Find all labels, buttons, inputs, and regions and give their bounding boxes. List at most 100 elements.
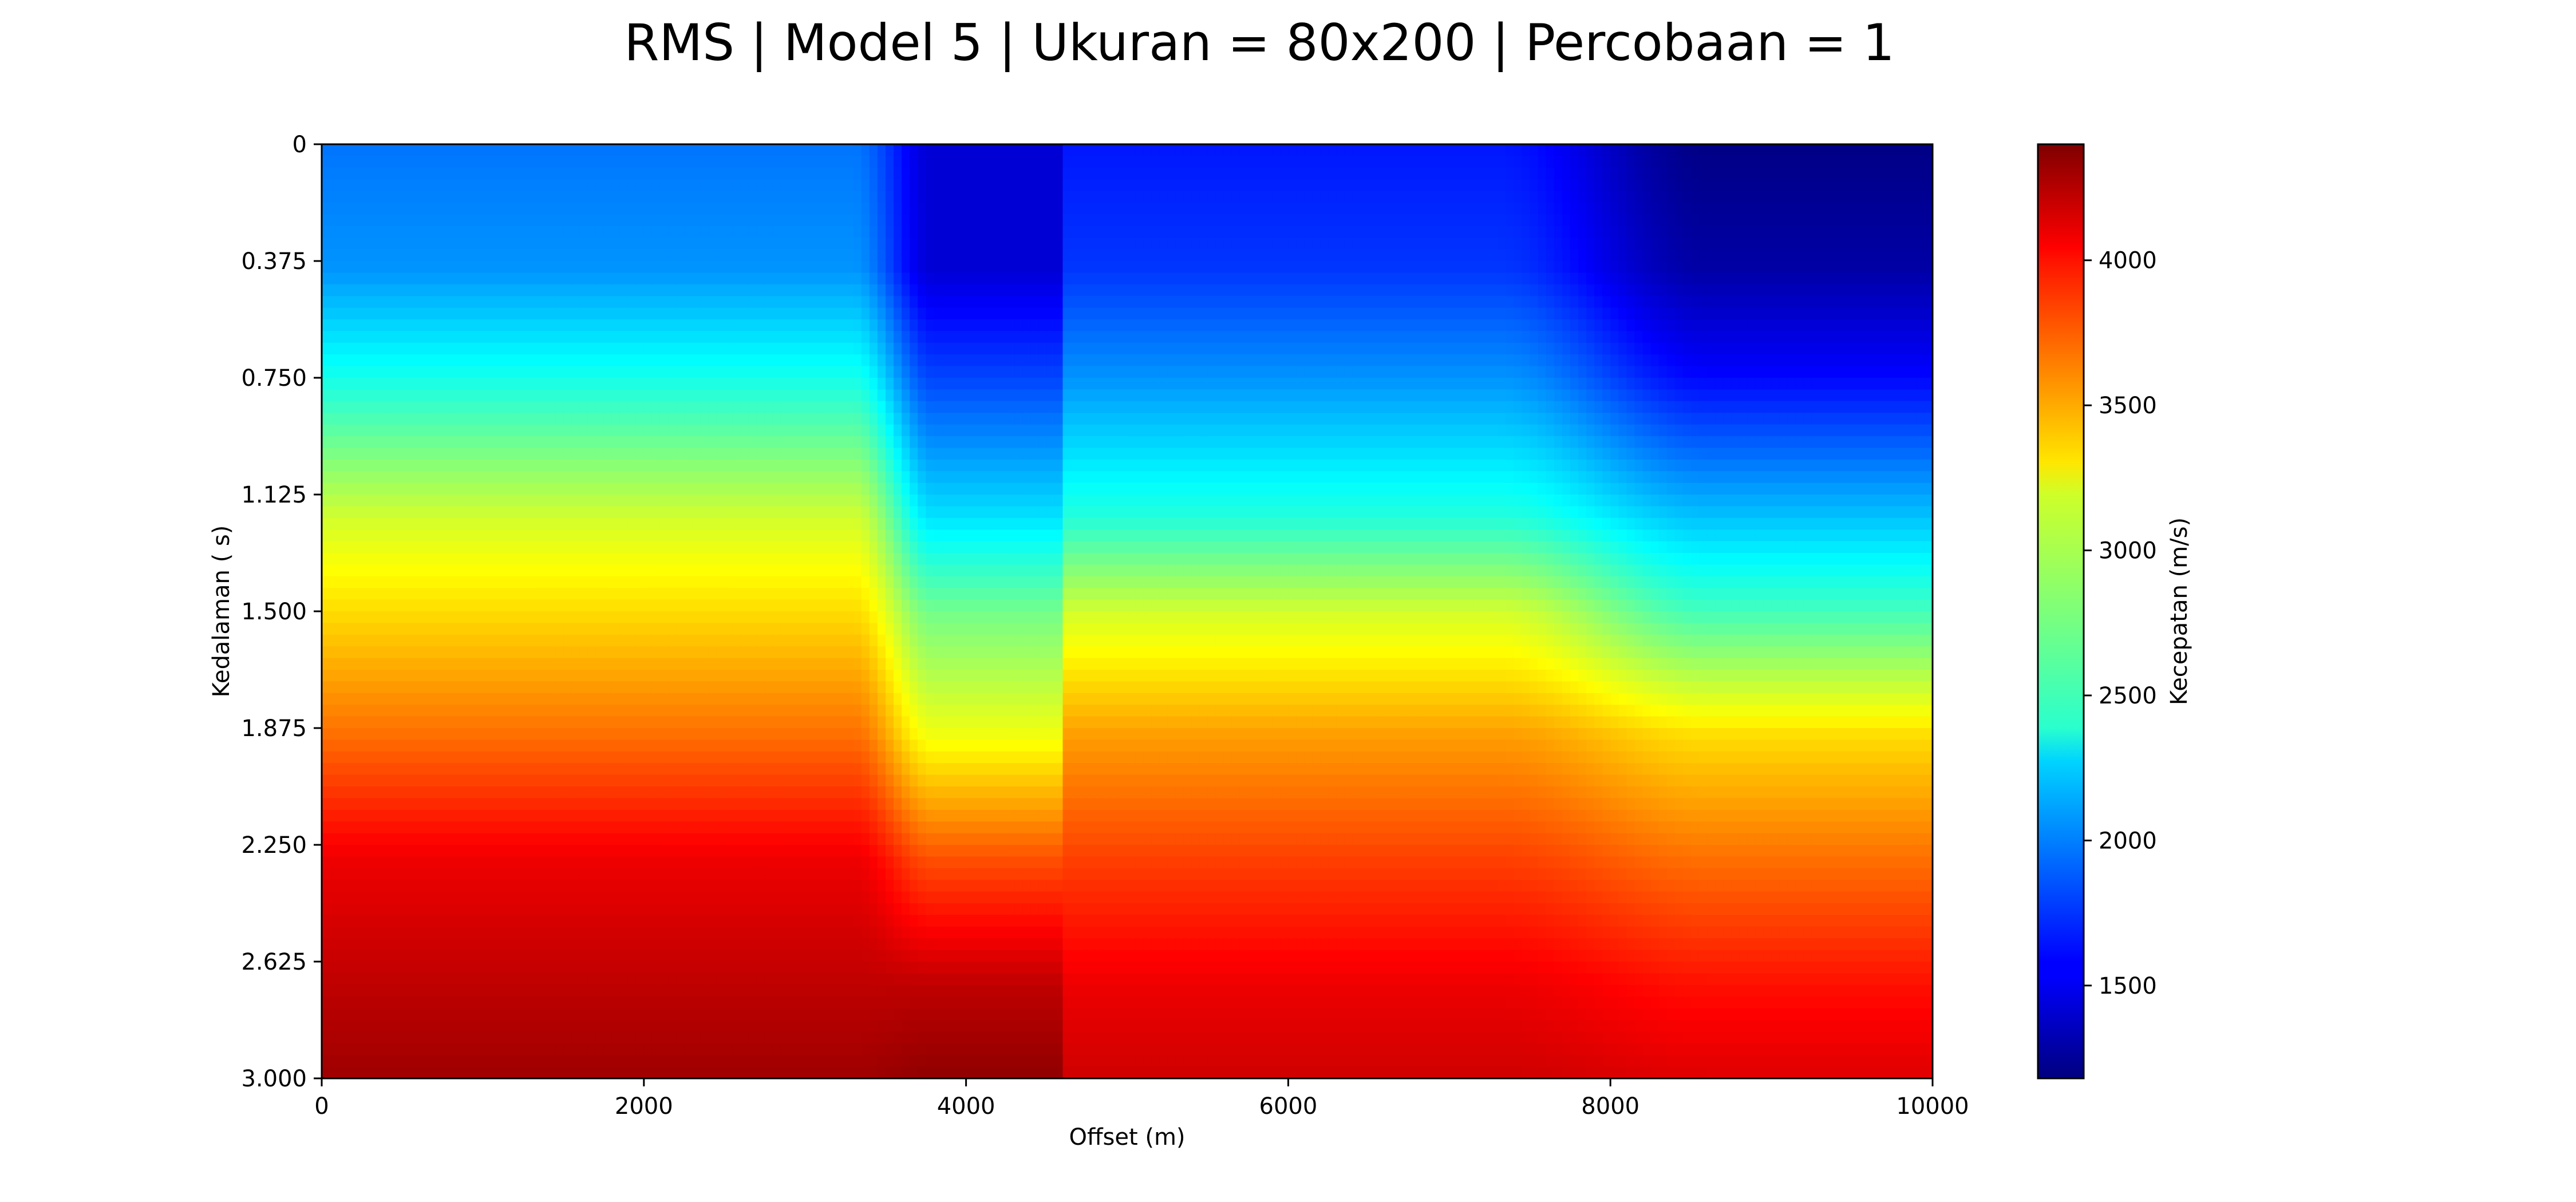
heatmap-cell: [926, 226, 934, 238]
heatmap-cell: [1030, 413, 1039, 425]
heatmap-cell: [483, 261, 492, 273]
heatmap-cell: [1070, 203, 1080, 215]
heatmap-cell: [1320, 272, 1329, 285]
heatmap-cell: [1836, 167, 1844, 180]
heatmap-cell: [1401, 238, 1410, 250]
heatmap-cell: [1771, 296, 1780, 309]
heatmap-cell: [1328, 331, 1337, 343]
heatmap-cell: [1288, 366, 1297, 378]
heatmap-cell: [1223, 342, 1232, 355]
heatmap-cell: [1602, 401, 1611, 413]
heatmap-cell: [1562, 342, 1571, 355]
heatmap-cell: [1304, 296, 1313, 309]
heatmap-cell: [934, 179, 942, 192]
heatmap-cell: [668, 331, 677, 343]
heatmap-cell: [1498, 238, 1506, 250]
heatmap-cell: [1884, 203, 1893, 215]
heatmap-cell: [1175, 378, 1184, 390]
heatmap-cell: [1924, 378, 1933, 390]
heatmap-cell: [764, 261, 773, 273]
heatmap-cell: [869, 342, 878, 355]
heatmap-cell: [708, 378, 717, 390]
heatmap-cell: [1022, 354, 1031, 367]
heatmap-cell: [659, 191, 669, 203]
heatmap-cell: [1530, 296, 1539, 309]
heatmap-cell: [1690, 331, 1700, 343]
heatmap-cell: [990, 261, 999, 273]
heatmap-cell: [587, 378, 596, 390]
heatmap-cell: [1239, 389, 1249, 402]
heatmap-cell: [555, 284, 564, 296]
heatmap-cell: [789, 144, 797, 156]
heatmap-cell: [1715, 167, 1724, 180]
heatmap-cell: [1844, 296, 1852, 309]
heatmap-cell: [692, 389, 701, 402]
heatmap-cell: [1586, 249, 1595, 262]
heatmap-cell: [410, 144, 419, 156]
heatmap-cell: [1296, 203, 1305, 215]
heatmap-cell: [1820, 413, 1828, 425]
heatmap-cell: [491, 401, 500, 413]
heatmap-cell: [1401, 167, 1410, 180]
heatmap-cell: [523, 191, 532, 203]
heatmap-cell: [1361, 342, 1369, 355]
heatmap-cell: [531, 167, 540, 180]
heatmap-cell: [1530, 191, 1539, 203]
heatmap-cell: [1707, 249, 1716, 262]
heatmap-cell: [1562, 167, 1571, 180]
heatmap-cell: [1473, 389, 1482, 402]
heatmap-cell: [1860, 144, 1869, 156]
heatmap-cell: [1506, 261, 1514, 273]
heatmap-cell: [1570, 366, 1579, 378]
heatmap-cell: [1078, 413, 1088, 425]
heatmap-cell: [902, 366, 910, 378]
heatmap-cell: [1908, 342, 1917, 355]
heatmap-cell: [1618, 214, 1627, 227]
heatmap-cell: [1167, 191, 1176, 203]
heatmap-cell: [1175, 191, 1184, 203]
heatmap-cell: [1610, 203, 1619, 215]
heatmap-cell: [1852, 378, 1860, 390]
heatmap-cell: [982, 191, 991, 203]
heatmap-cell: [1377, 331, 1385, 343]
heatmap-cell: [370, 284, 379, 296]
heatmap-cell: [1151, 156, 1160, 168]
heatmap-cell: [1433, 319, 1442, 331]
heatmap-cell: [1779, 366, 1788, 378]
heatmap-cell: [845, 144, 854, 156]
heatmap-cell: [571, 179, 580, 192]
heatmap-cell: [1231, 238, 1240, 250]
heatmap-cell: [1377, 413, 1385, 425]
heatmap-cell: [1916, 319, 1925, 331]
heatmap-cell: [1698, 284, 1708, 296]
heatmap-cell: [1546, 214, 1555, 227]
heatmap-cell: [619, 261, 629, 273]
heatmap-cell: [370, 226, 379, 238]
heatmap-cell: [918, 238, 926, 250]
heatmap-cell: [354, 378, 362, 390]
heatmap-cell: [1658, 413, 1668, 425]
heatmap-cell: [950, 238, 959, 250]
heatmap-cell: [434, 144, 443, 156]
heatmap-cell: [635, 354, 645, 367]
heatmap-cell: [1666, 342, 1676, 355]
heatmap-cell: [974, 272, 983, 285]
heatmap-cell: [402, 179, 411, 192]
heatmap-cell: [1610, 249, 1619, 262]
heatmap-cell: [1320, 238, 1329, 250]
heatmap-cell: [627, 401, 637, 413]
heatmap-cell: [619, 179, 629, 192]
heatmap-cell: [748, 307, 757, 320]
heatmap-cell: [1377, 167, 1385, 180]
heatmap-cell: [338, 214, 346, 227]
heatmap-cell: [1811, 261, 1820, 273]
heatmap-cell: [370, 401, 379, 413]
heatmap-cell: [708, 156, 717, 168]
heatmap-cell: [1022, 249, 1031, 262]
heatmap-cell: [587, 284, 596, 296]
heatmap-cell: [829, 284, 838, 296]
heatmap-cell: [1634, 307, 1643, 320]
heatmap-cell: [716, 272, 725, 285]
heatmap-cell: [1441, 389, 1450, 402]
heatmap-cell: [869, 214, 878, 227]
